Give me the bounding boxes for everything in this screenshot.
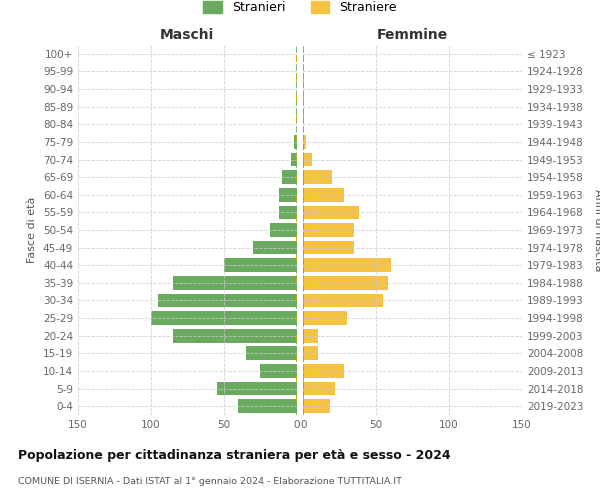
Y-axis label: Fasce di età: Fasce di età (28, 197, 37, 263)
Bar (260, 364, 297, 378)
Bar (282, 170, 297, 184)
Bar (303, 329, 318, 342)
Bar (303, 240, 355, 254)
Text: Popolazione per cittadinanza straniera per età e sesso - 2024: Popolazione per cittadinanza straniera p… (18, 450, 451, 462)
Bar (173, 276, 297, 289)
Bar (303, 400, 329, 413)
Bar (217, 382, 297, 396)
Bar (151, 311, 297, 325)
Bar (303, 311, 347, 325)
Bar (158, 294, 297, 308)
Bar (173, 329, 297, 342)
Legend: Stranieri, Straniere: Stranieri, Straniere (198, 0, 402, 19)
Bar (303, 223, 355, 237)
Bar (303, 294, 383, 308)
Bar (253, 240, 297, 254)
Bar (279, 206, 297, 220)
Bar (303, 170, 332, 184)
Title: Maschi: Maschi (160, 28, 214, 42)
Bar (271, 223, 297, 237)
Bar (303, 152, 312, 166)
Bar (291, 152, 297, 166)
Bar (303, 188, 344, 202)
Bar (279, 188, 297, 202)
Text: COMUNE DI ISERNIA - Dati ISTAT al 1° gennaio 2024 - Elaborazione TUTTITALIA.IT: COMUNE DI ISERNIA - Dati ISTAT al 1° gen… (18, 477, 402, 486)
Bar (303, 258, 391, 272)
Bar (303, 135, 306, 149)
Bar (238, 400, 297, 413)
Bar (303, 206, 359, 220)
Bar (303, 346, 318, 360)
Bar (303, 276, 388, 289)
Title: Femmine: Femmine (377, 28, 448, 42)
Bar (303, 364, 344, 378)
Y-axis label: Anni di nascita: Anni di nascita (593, 188, 600, 271)
Bar (294, 135, 297, 149)
Bar (224, 258, 297, 272)
Bar (245, 346, 297, 360)
Bar (303, 382, 335, 396)
